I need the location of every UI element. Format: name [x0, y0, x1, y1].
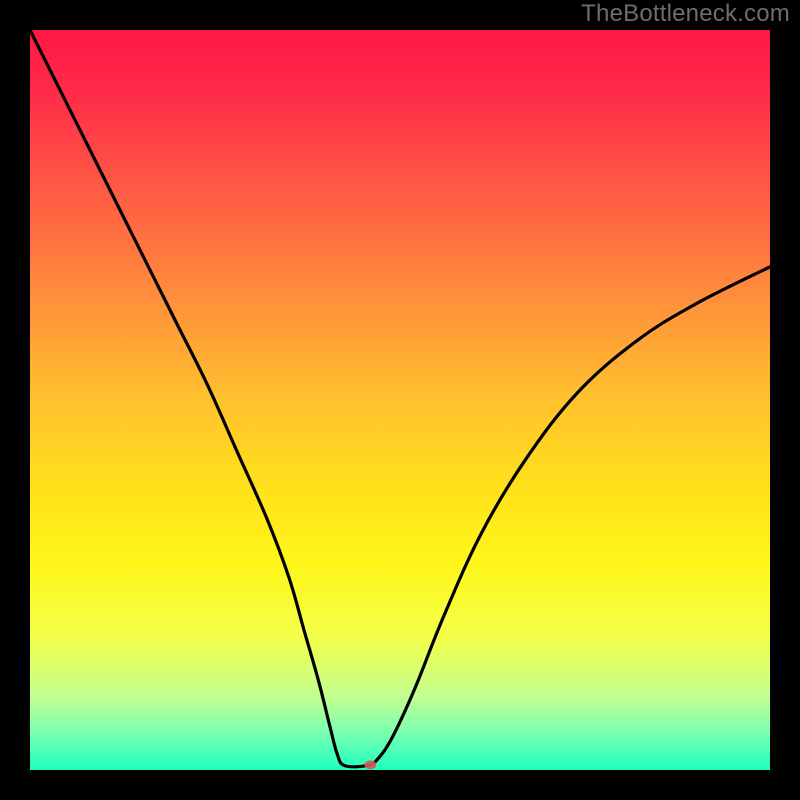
chart-frame: TheBottleneck.com	[0, 0, 800, 800]
optimum-marker	[364, 760, 376, 769]
chart-svg	[30, 30, 770, 770]
watermark-text: TheBottleneck.com	[581, 0, 790, 28]
plot-area	[30, 30, 770, 770]
chart-background	[30, 30, 770, 770]
